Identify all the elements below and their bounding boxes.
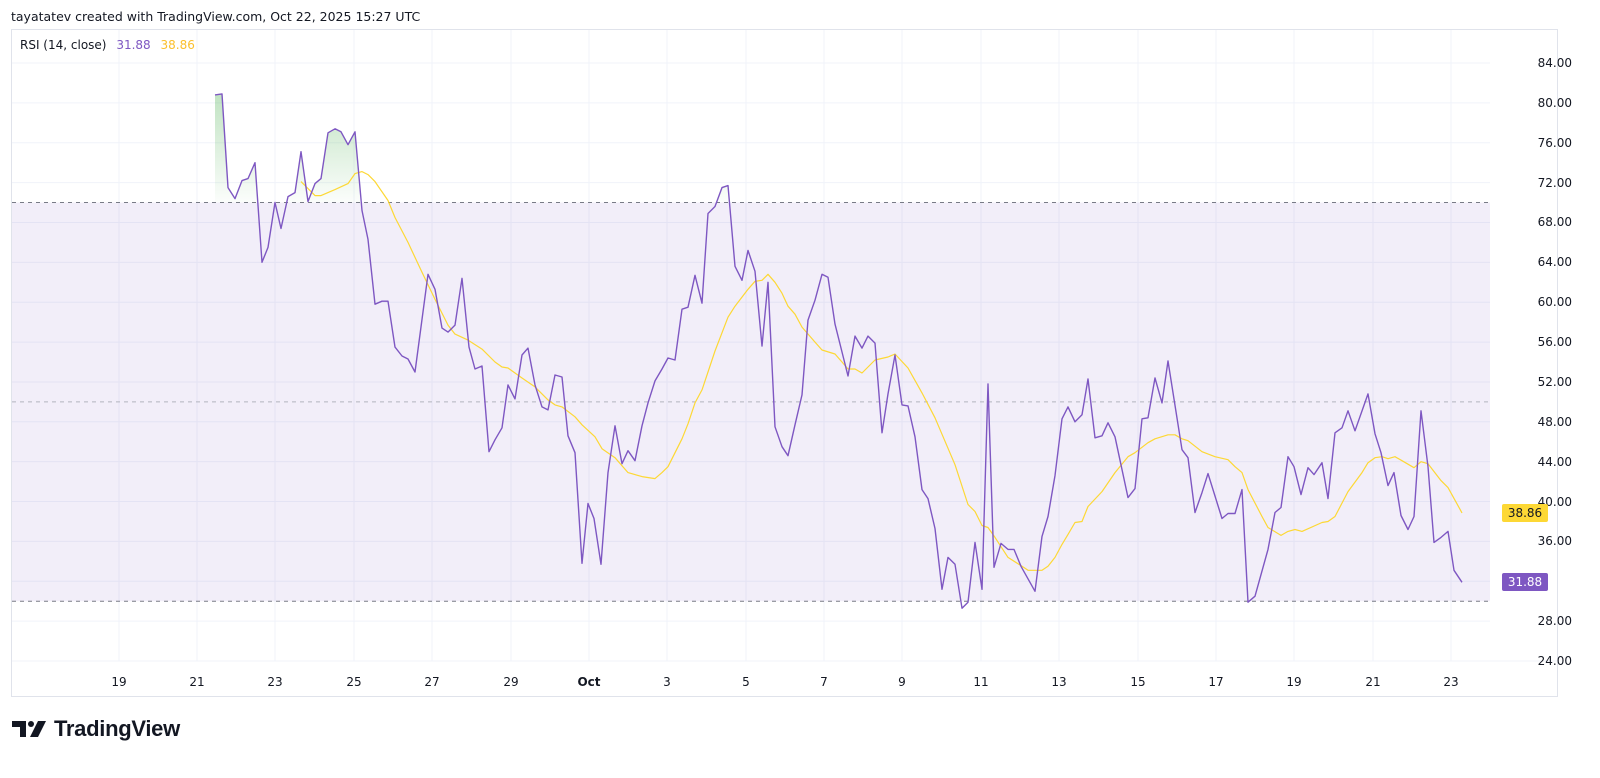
x-axis-tick-label: 3 <box>663 675 671 689</box>
tradingview-logo-icon <box>12 721 46 737</box>
x-axis-tick-label: 29 <box>503 675 519 689</box>
x-axis-tick-label: 9 <box>898 675 906 689</box>
y-axis-tick-label: 24.00 <box>1537 654 1572 669</box>
y-axis-tick-label: 76.00 <box>1537 135 1572 150</box>
y-axis-tick-label: 56.00 <box>1537 335 1572 350</box>
y-axis-tick-label: 84.00 <box>1537 56 1572 70</box>
x-axis-tick-label: 19 <box>111 675 127 689</box>
x-axis-tick-label: 15 <box>1130 675 1146 689</box>
y-axis-tick-label: 52.00 <box>1537 374 1572 389</box>
y-axis-tick-label: 48.00 <box>1537 414 1572 429</box>
x-axis-tick-label: 17 <box>1208 675 1224 689</box>
indicator-name: RSI (14, close) <box>20 38 107 52</box>
rsi-line[interactable] <box>214 93 1463 609</box>
tradingview-logo-text: TradingView <box>54 716 180 741</box>
x-axis-tick-label: 27 <box>424 675 440 689</box>
y-axis-tick-label: 68.00 <box>1537 215 1572 230</box>
x-axis-tick-label: 23 <box>1443 675 1459 689</box>
y-axis-tick-label: 28.00 <box>1537 614 1572 629</box>
ma-legend-value: 38.86 <box>160 38 195 52</box>
x-axis-tick-label: 7 <box>820 675 828 689</box>
rsi-ma-line[interactable] <box>300 171 1463 571</box>
rsi-legend-value: 31.88 <box>116 38 151 52</box>
x-axis-tick-label: 21 <box>1365 675 1381 689</box>
chart-frame <box>11 29 1558 697</box>
x-axis-tick-label: 19 <box>1286 675 1302 689</box>
x-axis-tick-label: Oct <box>577 675 601 689</box>
x-axis-tick-label: 5 <box>742 675 750 689</box>
ma-value-badge: 38.86 <box>1502 504 1548 522</box>
tradingview-logo[interactable]: TradingView <box>12 716 180 742</box>
rsi-value-badge: 31.88 <box>1502 573 1548 591</box>
y-axis-tick-label: 72.00 <box>1537 175 1572 190</box>
x-axis-tick-label: 11 <box>973 675 989 689</box>
y-axis-tick-label: 44.00 <box>1537 454 1572 469</box>
x-axis-tick-label: 21 <box>189 675 205 689</box>
y-axis-tick-label: 80.00 <box>1537 95 1572 110</box>
x-axis-tick-label: 25 <box>346 675 362 689</box>
y-axis-tick-label: 60.00 <box>1537 295 1572 310</box>
overbought-fill <box>215 93 730 203</box>
x-axis-tick-label: 23 <box>267 675 283 689</box>
indicator-legend[interactable]: RSI (14, close) 31.88 38.86 <box>20 38 195 52</box>
x-axis-tick-label: 13 <box>1051 675 1067 689</box>
attribution-header: tayatatev created with TradingView.com, … <box>11 9 421 24</box>
y-axis-tick-label: 64.00 <box>1537 255 1572 270</box>
y-axis-tick-label: 36.00 <box>1537 534 1572 549</box>
